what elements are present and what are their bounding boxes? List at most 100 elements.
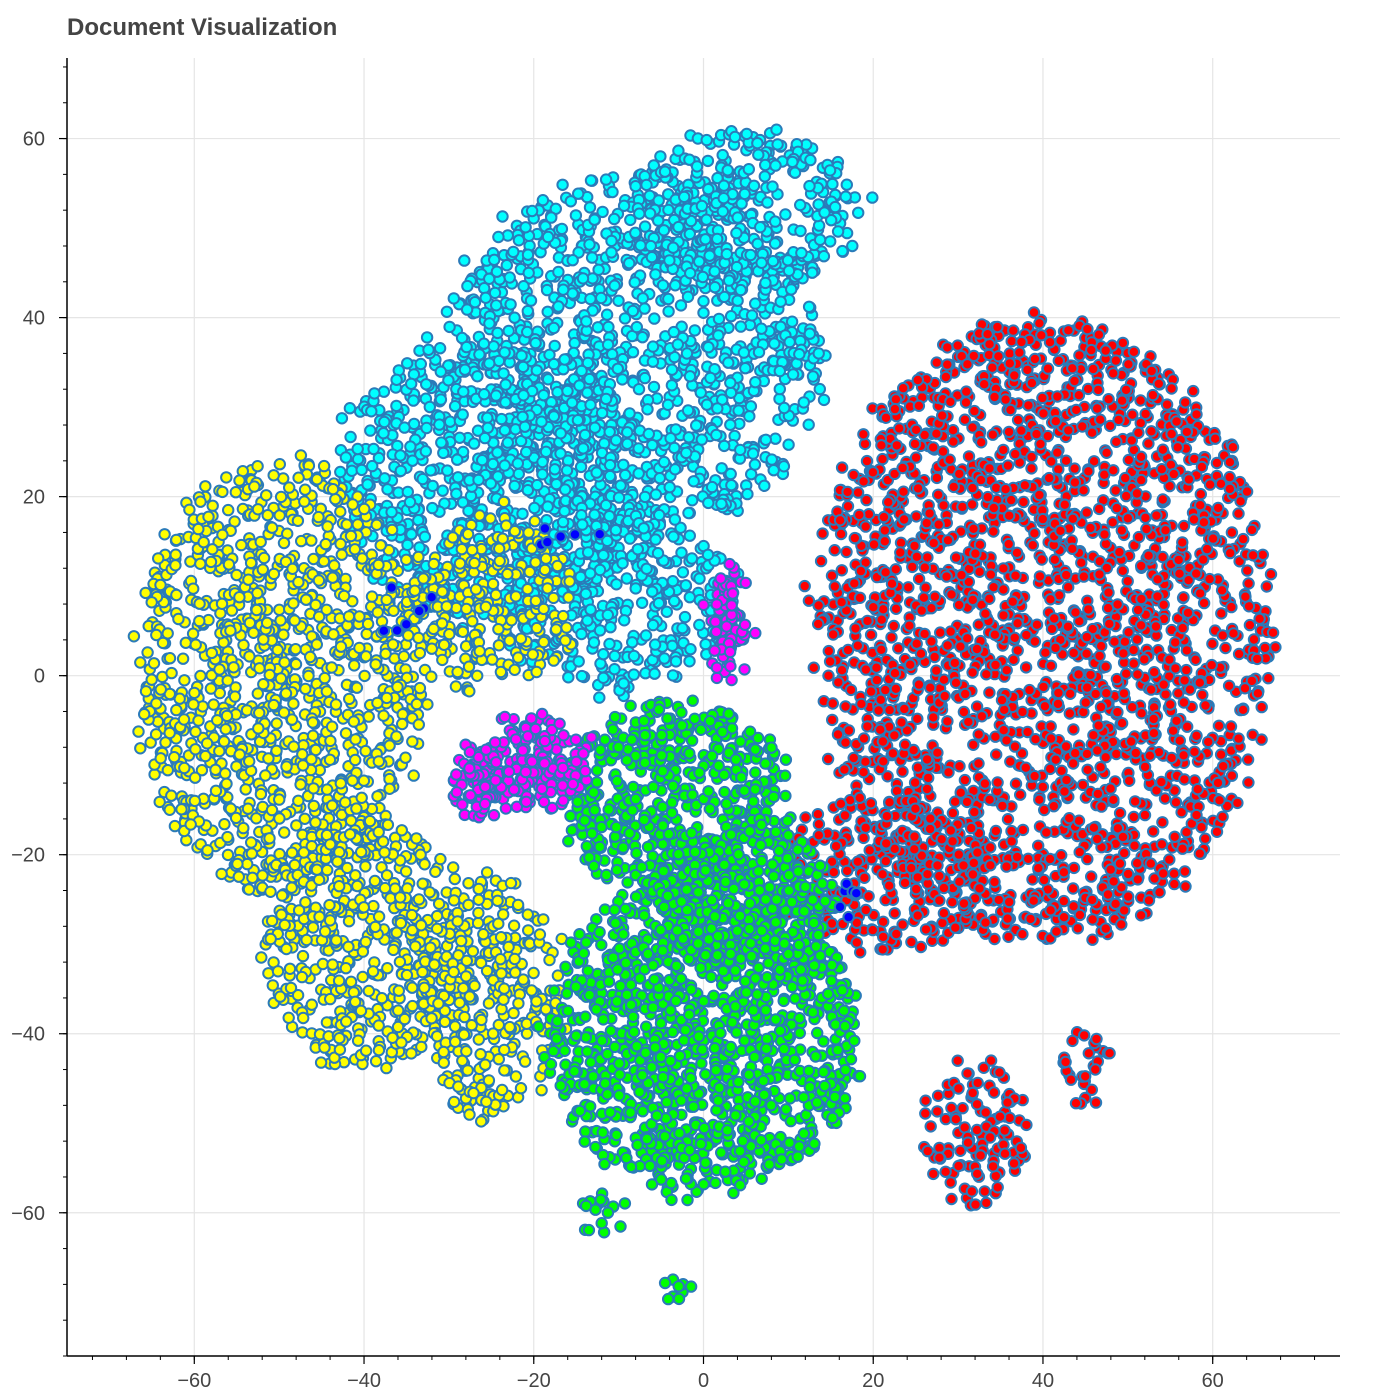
- data-point: [1140, 522, 1153, 536]
- data-point: [823, 164, 837, 177]
- data-point: [516, 507, 529, 520]
- data-point: [517, 389, 530, 402]
- data-point: [846, 239, 859, 253]
- data-point: [1025, 376, 1039, 390]
- data-point: [794, 224, 807, 238]
- data-point: [597, 648, 610, 661]
- data-point: [889, 602, 903, 615]
- data-point: [612, 491, 626, 504]
- data-point: [1023, 683, 1036, 697]
- data-point: [1009, 447, 1022, 461]
- data-point: [1009, 569, 1022, 582]
- data-point: [956, 500, 969, 514]
- data-point: [496, 210, 509, 223]
- data-point: [1032, 862, 1045, 875]
- data-point: [588, 421, 602, 434]
- data-point: [557, 283, 570, 296]
- data-point: [848, 531, 861, 545]
- data-point: [715, 497, 728, 510]
- data-point: [1003, 357, 1016, 370]
- data-point: [638, 302, 651, 315]
- data-point: [584, 398, 597, 411]
- data-point: [678, 190, 691, 204]
- data-point: [920, 753, 934, 766]
- data-point: [578, 428, 592, 442]
- data-point: [1067, 723, 1080, 736]
- data-point: [1232, 647, 1246, 661]
- data-point: [724, 310, 738, 323]
- data-point: [1147, 727, 1161, 740]
- data-point: [669, 655, 683, 668]
- data-point: [795, 246, 808, 260]
- data-point: [1138, 808, 1152, 822]
- data-point: [1180, 644, 1194, 657]
- data-point: [1081, 382, 1095, 396]
- data-point: [1016, 928, 1029, 941]
- data-point: [988, 390, 1001, 404]
- data-point: [936, 409, 949, 422]
- data-point: [437, 446, 450, 460]
- data-point: [1075, 556, 1088, 569]
- data-point: [725, 479, 738, 492]
- data-point: [817, 393, 831, 407]
- data-point: [1156, 443, 1170, 456]
- data-point: [559, 483, 572, 496]
- data-point: [702, 496, 715, 510]
- data-point: [1188, 745, 1201, 758]
- data-point: [364, 424, 377, 437]
- data-point: [574, 460, 588, 474]
- data-point: [531, 478, 544, 492]
- data-point: [502, 324, 515, 338]
- data-point: [1067, 861, 1081, 875]
- data-point: [636, 331, 649, 344]
- data-point: [769, 159, 782, 172]
- data-point: [616, 557, 629, 570]
- data-point: [934, 626, 947, 639]
- data-point: [1115, 394, 1129, 407]
- data-point: [746, 447, 760, 460]
- data-point: [599, 173, 613, 186]
- data-point: [806, 370, 820, 383]
- data-point: [734, 283, 747, 297]
- data-point: [928, 590, 942, 603]
- data-point: [1109, 484, 1122, 497]
- data-point: [782, 438, 795, 451]
- data-point: [351, 442, 364, 456]
- data-point: [885, 577, 899, 590]
- data-point: [433, 418, 446, 431]
- data-point: [931, 746, 944, 759]
- data-point: [1030, 427, 1043, 441]
- data-point: [678, 610, 692, 624]
- data-point: [1035, 553, 1049, 566]
- data-point: [618, 614, 631, 627]
- data-point: [1191, 783, 1204, 796]
- data-point: [1019, 661, 1033, 674]
- data-point: [1255, 733, 1268, 746]
- data-point: [501, 436, 514, 449]
- data-point: [1043, 471, 1056, 485]
- data-point: [551, 386, 564, 399]
- data-point: [483, 357, 496, 370]
- data-point: [1240, 485, 1254, 498]
- data-point: [722, 356, 735, 369]
- data-point: [1116, 336, 1130, 350]
- data-point: [487, 340, 500, 353]
- data-point: [937, 499, 950, 512]
- data-point: [486, 457, 500, 471]
- data-point: [1225, 600, 1238, 614]
- data-point: [953, 760, 966, 773]
- data-point: [535, 415, 548, 428]
- data-point: [1093, 502, 1106, 516]
- data-point: [648, 312, 661, 325]
- data-point: [481, 421, 494, 434]
- data-point: [1048, 612, 1061, 625]
- data-point: [461, 279, 474, 293]
- data-point: [839, 190, 852, 203]
- data-point: [771, 138, 784, 151]
- data-point: [672, 144, 685, 157]
- data-point: [744, 248, 757, 262]
- data-point: [1005, 824, 1018, 838]
- data-point: [724, 467, 737, 481]
- data-point: [541, 230, 555, 244]
